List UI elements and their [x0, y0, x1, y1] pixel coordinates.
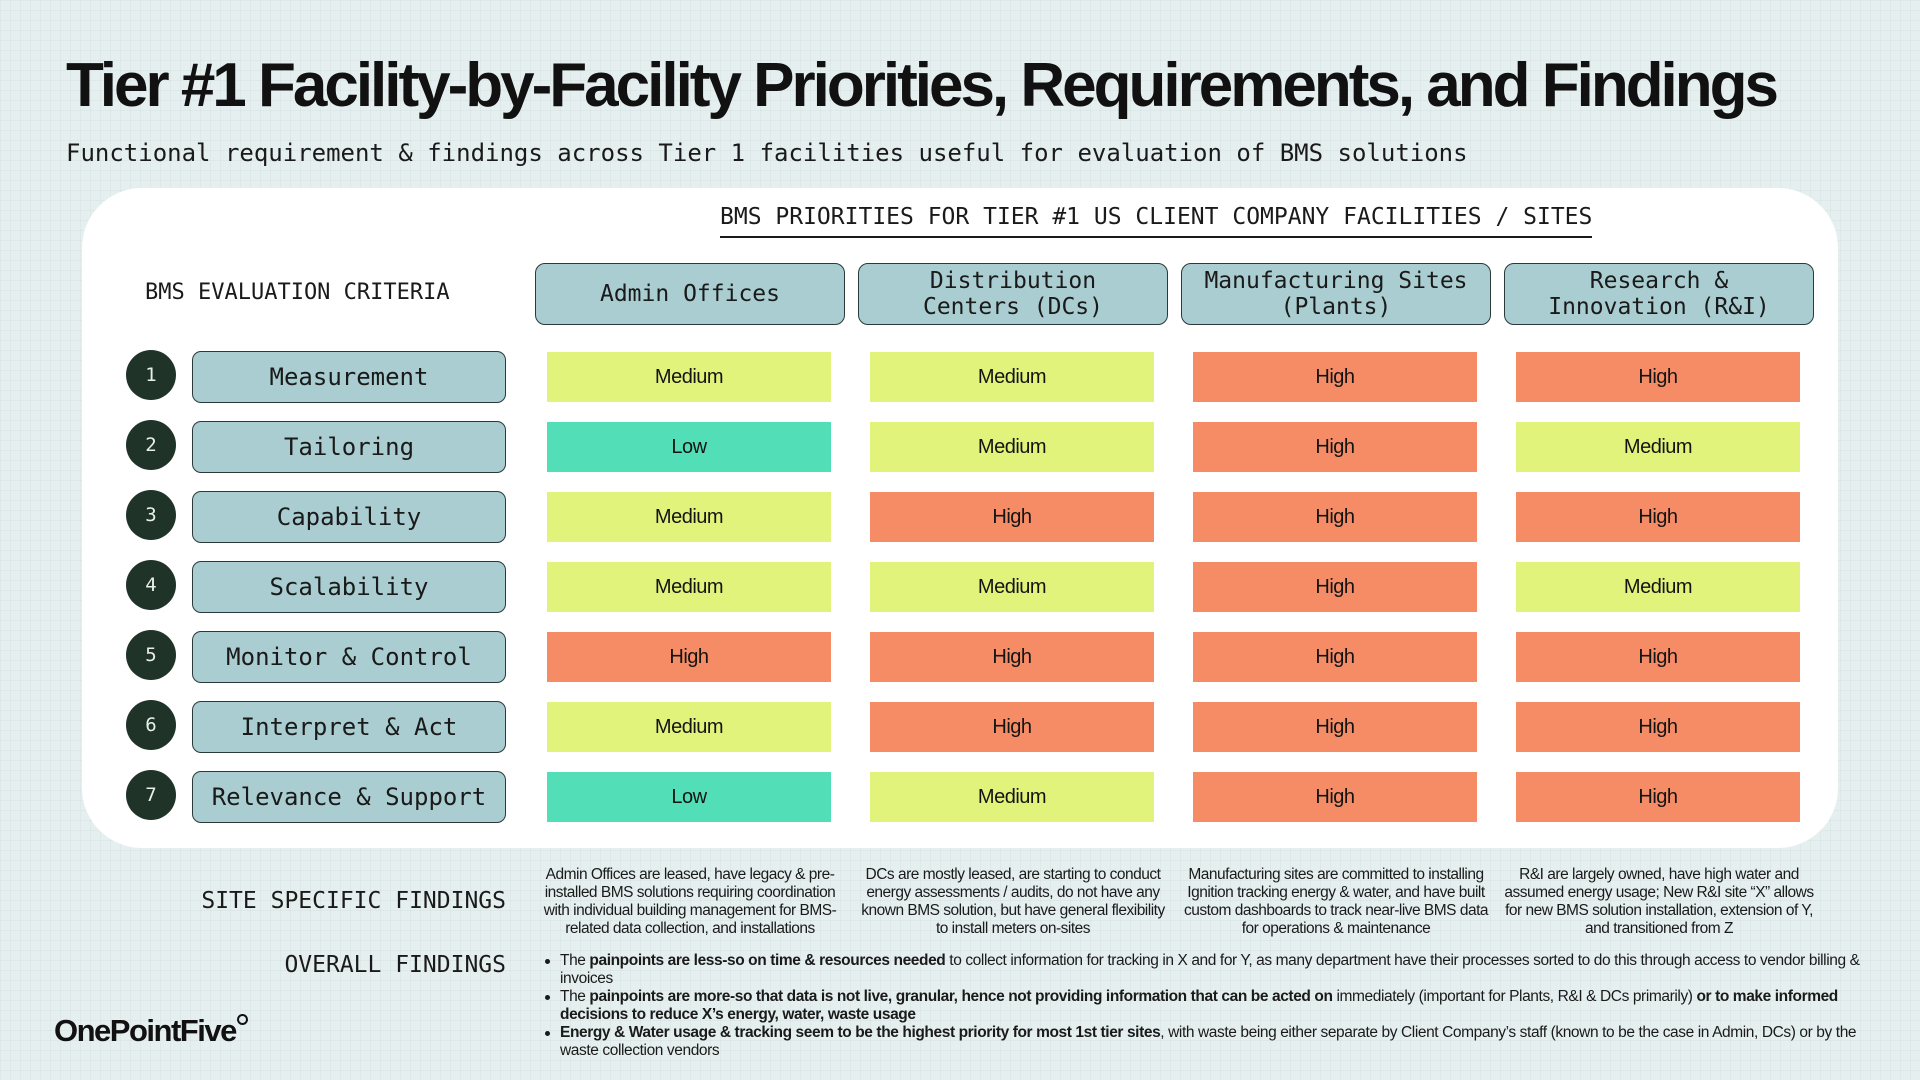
- priority-cell: High: [1193, 422, 1477, 472]
- criteria-label: Scalability: [192, 561, 506, 613]
- criteria-title: BMS EVALUATION CRITERIA: [145, 280, 450, 305]
- criteria-label: Measurement: [192, 351, 506, 403]
- priority-cell: High: [870, 702, 1154, 752]
- priority-cell: Medium: [547, 702, 831, 752]
- row-number-badge: 3: [126, 490, 176, 540]
- priority-cell: High: [1516, 772, 1800, 822]
- priority-cell: Medium: [870, 562, 1154, 612]
- column-header: Admin Offices: [535, 263, 845, 325]
- page-title: Tier #1 Facility-by-Facility Priorities,…: [66, 51, 1779, 120]
- criteria-label: Monitor & Control: [192, 631, 506, 683]
- site-finding: Manufacturing sites are committed to ins…: [1183, 866, 1489, 937]
- priority-cell: High: [1193, 492, 1477, 542]
- priority-cell: High: [1193, 632, 1477, 682]
- priority-cell: High: [1516, 702, 1800, 752]
- priority-cell: High: [1516, 492, 1800, 542]
- site-finding: DCs are mostly leased, are starting to c…: [861, 866, 1165, 937]
- brand-logo: OnePointFive: [54, 1013, 248, 1049]
- criteria-label: Tailoring: [192, 421, 506, 473]
- priority-cell: Medium: [1516, 562, 1800, 612]
- site-findings-label: SITE SPECIFIC FINDINGS: [201, 888, 506, 914]
- priority-cell: High: [1193, 562, 1477, 612]
- priority-cell: Low: [547, 422, 831, 472]
- priority-cell: Medium: [547, 352, 831, 402]
- overall-finding-item: Energy & Water usage & tracking seem to …: [543, 1024, 1893, 1060]
- site-finding: R&I are largely owned, have high water a…: [1504, 866, 1814, 937]
- overall-finding-item: The painpoints are more-so that data is …: [543, 988, 1893, 1024]
- priority-cell: High: [547, 632, 831, 682]
- column-header: Manufacturing Sites (Plants): [1181, 263, 1491, 325]
- priority-cell: Medium: [870, 422, 1154, 472]
- overall-findings-label: OVERALL FINDINGS: [284, 952, 506, 978]
- column-header: Research & Innovation (R&I): [1504, 263, 1814, 325]
- row-number-badge: 4: [126, 560, 176, 610]
- criteria-label: Interpret & Act: [192, 701, 506, 753]
- priority-cell: High: [1516, 632, 1800, 682]
- priority-cell: High: [870, 632, 1154, 682]
- logo-mark-icon: [236, 1014, 248, 1025]
- row-number-badge: 7: [126, 770, 176, 820]
- overall-finding-item: The painpoints are less-so on time & res…: [543, 952, 1893, 988]
- priority-cell: High: [1516, 352, 1800, 402]
- logo-text: OnePointFive: [54, 1013, 237, 1048]
- columns-title: BMS PRIORITIES FOR TIER #1 US CLIENT COM…: [720, 204, 1593, 238]
- priority-cell: Medium: [1516, 422, 1800, 472]
- priority-cell: High: [1193, 702, 1477, 752]
- priority-cell: High: [870, 492, 1154, 542]
- priority-cell: Medium: [870, 352, 1154, 402]
- priority-cell: High: [1193, 352, 1477, 402]
- row-number-badge: 5: [126, 630, 176, 680]
- row-number-badge: 6: [126, 700, 176, 750]
- row-number-badge: 1: [126, 350, 176, 400]
- priority-cell: Medium: [547, 492, 831, 542]
- page-subtitle: Functional requirement & findings across…: [66, 139, 1468, 167]
- overall-findings: The painpoints are less-so on time & res…: [543, 952, 1893, 1060]
- priority-cell: Low: [547, 772, 831, 822]
- priority-cell: Medium: [547, 562, 831, 612]
- row-number-badge: 2: [126, 420, 176, 470]
- priority-cell: Medium: [870, 772, 1154, 822]
- criteria-label: Capability: [192, 491, 506, 543]
- column-header: Distribution Centers (DCs): [858, 263, 1168, 325]
- site-finding: Admin Offices are leased, have legacy & …: [543, 866, 837, 937]
- criteria-label: Relevance & Support: [192, 771, 506, 823]
- priority-cell: High: [1193, 772, 1477, 822]
